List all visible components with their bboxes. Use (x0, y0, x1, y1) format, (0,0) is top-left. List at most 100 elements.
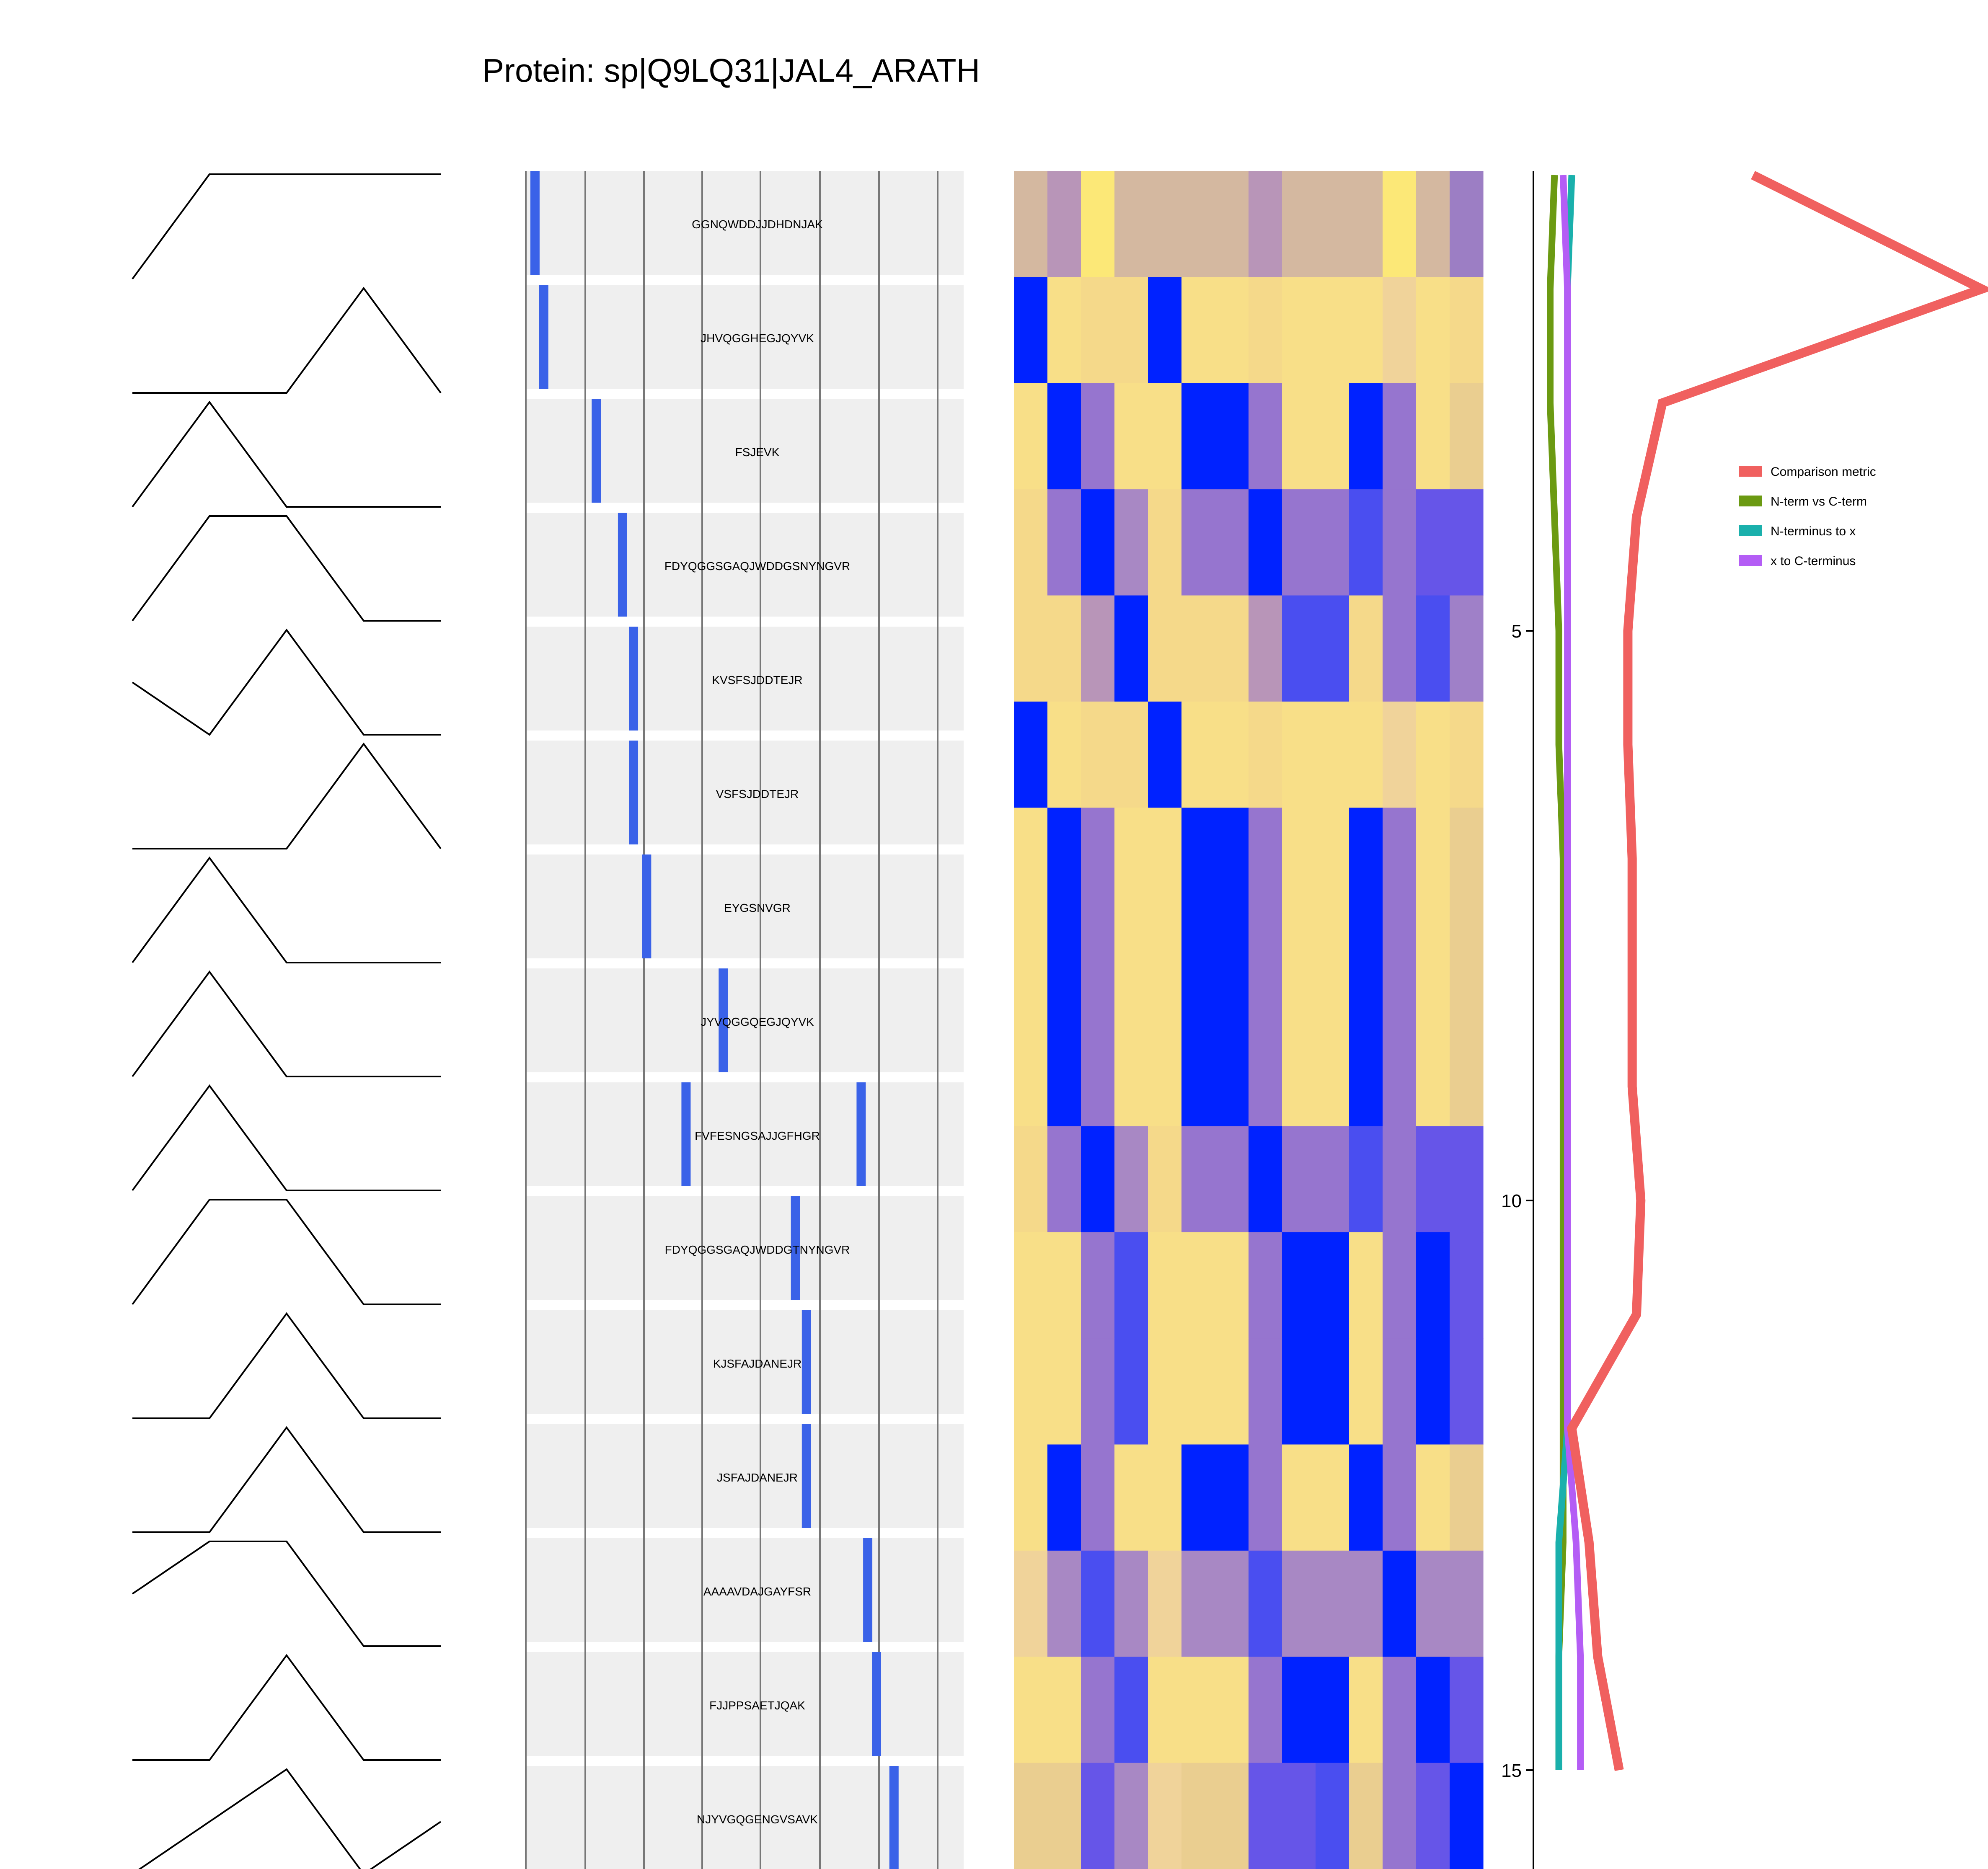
coverage-band (526, 1538, 964, 1642)
profile-line (132, 400, 441, 508)
heatmap-cell (1416, 1444, 1450, 1551)
heatmap-cell (1450, 489, 1484, 596)
heatmap-cell (1316, 1126, 1349, 1233)
heatmap-cell (1114, 1232, 1148, 1339)
heatmap-cell (1181, 595, 1215, 702)
heatmap-cell (1316, 1020, 1349, 1126)
heatmap-cell (1249, 914, 1282, 1020)
heatmap-cell (1047, 1020, 1081, 1126)
heatmap-cell (1349, 171, 1383, 277)
heatmap-cell (1181, 1657, 1215, 1763)
heatmap-cell (1349, 383, 1383, 490)
heatmap-cell (1081, 1657, 1115, 1763)
legend-label: N-terminus to x (1771, 524, 1856, 538)
profile-line (132, 742, 442, 849)
heatmap-cell (1181, 489, 1215, 596)
peptide-label: AAAAVDAJGAYFSR (703, 1585, 811, 1598)
heatmap-cell (1047, 701, 1081, 808)
heatmap-cell (1249, 1550, 1282, 1657)
coverage-bar (801, 1424, 811, 1528)
heatmap-cell (1349, 1550, 1383, 1657)
heatmap-cell (1114, 1020, 1148, 1126)
heatmap-cell (1349, 595, 1383, 702)
profile-line (132, 1084, 441, 1191)
heatmap-cell (1014, 595, 1048, 702)
heatmap-cell (1148, 1126, 1182, 1233)
heatmap-cell (1249, 701, 1282, 808)
heatmap-cell (1450, 1338, 1484, 1445)
heatmap-cell (1349, 1444, 1383, 1551)
heatmap-cell (1249, 808, 1282, 914)
coverage-band (526, 285, 964, 389)
heatmap-cell (1215, 701, 1249, 808)
coverage-band (526, 1196, 964, 1300)
heatmap-cell (1349, 1232, 1383, 1339)
heatmap-cell (1349, 489, 1383, 596)
heatmap-cell (1383, 277, 1417, 384)
heatmap-cell (1081, 1550, 1115, 1657)
coverage-bar (629, 627, 639, 731)
heatmap-cell (1047, 1232, 1081, 1339)
heatmap-cell (1316, 808, 1349, 914)
heatmap-cell (1383, 1550, 1417, 1657)
peptide-label: FDYQGGSGAQJWDDGTNYNGVR (665, 1243, 850, 1256)
heatmap-cell (1316, 383, 1349, 490)
heatmap-cell (1181, 1550, 1215, 1657)
heatmap-cell (1047, 808, 1081, 914)
coverage-band (526, 171, 964, 275)
heatmap-cell (1450, 1232, 1484, 1339)
heatmap-cell (1215, 277, 1249, 384)
heatmap-cell (1450, 1657, 1484, 1763)
metric-line-chart: 5 10 15 (1501, 171, 1988, 1869)
heatmap-cell (1181, 1338, 1215, 1445)
heatmap-cell (1181, 1126, 1215, 1233)
heatmap-cell (1114, 1444, 1148, 1551)
heatmap-cell (1148, 1020, 1182, 1126)
heatmap-cell (1316, 1232, 1349, 1339)
heatmap-cell (1148, 808, 1182, 914)
heatmap-cell (1181, 277, 1215, 384)
peptide-label: NJYVGQGENGVSAVK (697, 1813, 818, 1826)
heatmap-cell (1450, 595, 1484, 702)
heatmap-cell (1282, 595, 1316, 702)
heatmap-cell (1114, 277, 1148, 384)
heatmap-cell (1148, 595, 1182, 702)
legend-swatch (1739, 466, 1762, 477)
heatmap-cell (1047, 383, 1081, 490)
heatmap-cell (1014, 1126, 1048, 1233)
profile-line (132, 1654, 441, 1761)
heatmap-cell (1081, 1126, 1115, 1233)
heatmap-cell (1181, 1232, 1215, 1339)
heatmap-cell (1047, 1550, 1081, 1657)
heatmap-cell (1349, 1126, 1383, 1233)
legend-swatch (1739, 525, 1762, 536)
heatmap-cell (1114, 701, 1148, 808)
heatmap-cell (1416, 1232, 1450, 1339)
heatmap-cell (1282, 277, 1316, 384)
coverage-bar (539, 285, 548, 389)
heatmap-cell (1215, 914, 1249, 1020)
peptide-label: KJSFAJDANEJR (713, 1357, 802, 1370)
profile-line (132, 1199, 441, 1305)
heatmap-cell (1215, 1232, 1249, 1339)
heatmap-cell (1316, 1444, 1349, 1551)
heatmap-cell (1114, 1657, 1148, 1763)
heatmap-cell (1383, 701, 1417, 808)
profile-line (132, 1541, 441, 1647)
heatmap-cell (1316, 595, 1349, 702)
peptide-label: FDYQGGSGAQJWDDGSNYNGVR (664, 560, 850, 573)
peptide-heatmap-panel (1014, 171, 1484, 1869)
coverage-bar (681, 1082, 691, 1186)
heatmap-cell (1383, 489, 1417, 596)
heatmap-cell (1282, 914, 1316, 1020)
legend-label: Comparison metric (1771, 465, 1876, 479)
coverage-band (526, 1310, 964, 1414)
heatmap-cell (1349, 701, 1383, 808)
heatmap-cell (1181, 383, 1215, 490)
coverage-band (526, 627, 964, 731)
heatmap-cell (1215, 489, 1249, 596)
heatmap-cell (1081, 383, 1115, 490)
heatmap-cell (1316, 1763, 1349, 1869)
heatmap-cell (1014, 171, 1048, 277)
heatmap-cell (1383, 1232, 1417, 1339)
